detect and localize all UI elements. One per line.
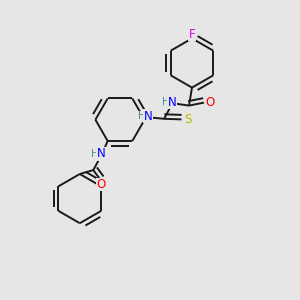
Text: H: H <box>162 97 170 107</box>
Text: F: F <box>189 28 195 41</box>
Text: N: N <box>143 110 152 123</box>
Text: N: N <box>167 96 176 109</box>
Text: H: H <box>138 111 146 122</box>
Text: N: N <box>97 147 106 161</box>
Text: O: O <box>97 178 106 191</box>
Text: H: H <box>91 149 99 159</box>
Text: S: S <box>184 113 192 126</box>
Text: O: O <box>206 96 214 109</box>
